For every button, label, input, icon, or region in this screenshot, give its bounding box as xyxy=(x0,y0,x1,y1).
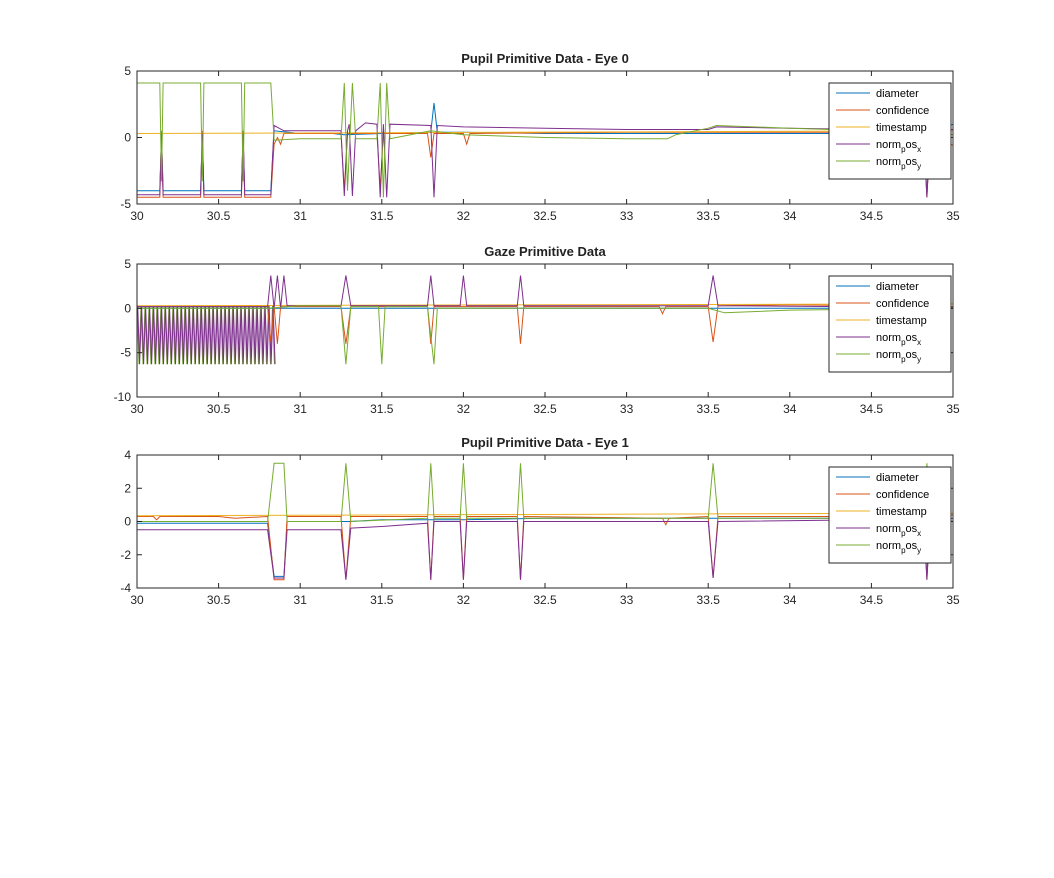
x-tick-label: 33.5 xyxy=(697,402,721,416)
chart-title: Pupil Primitive Data - Eye 0 xyxy=(461,51,629,66)
y-tick-label: -4 xyxy=(120,581,131,595)
chart-title: Pupil Primitive Data - Eye 1 xyxy=(461,435,629,450)
x-tick-label: 32 xyxy=(457,593,471,607)
series-line-norm-pos-x xyxy=(137,517,953,580)
x-tick-label: 33 xyxy=(620,402,634,416)
x-tick-label: 34 xyxy=(783,593,797,607)
legend-label-timestamp: timestamp xyxy=(876,506,927,518)
y-tick-label: -5 xyxy=(120,197,131,211)
series-line-norm-pos-y xyxy=(137,462,953,523)
legend-box xyxy=(828,82,952,180)
legend-label-diameter: diameter xyxy=(876,88,919,100)
x-tick-label: 33.5 xyxy=(697,209,721,223)
x-tick-label: 31.5 xyxy=(370,402,394,416)
x-tick-label: 31 xyxy=(294,402,308,416)
series-group xyxy=(137,275,953,365)
y-tick-label: -2 xyxy=(120,548,131,562)
y-tick-label: 0 xyxy=(124,131,131,145)
x-tick-label: 34.5 xyxy=(860,209,884,223)
legend-label-confidence: confidence xyxy=(876,105,929,117)
y-tick-label: 4 xyxy=(124,448,131,462)
x-tick-label: 33 xyxy=(620,593,634,607)
series-line-confidence xyxy=(137,304,953,344)
legend-label-norm-pos-x: normposx xyxy=(876,139,921,154)
legend-label-norm-pos-y: normposy xyxy=(876,540,921,555)
subplot-pupil-eye0: Pupil Primitive Data - Eye 0 30 30.5 31 31.… xyxy=(120,51,960,223)
x-tick-label: 32.5 xyxy=(533,402,557,416)
y-tick-label: 2 xyxy=(124,481,131,495)
series-line-norm-pos-y-oscillation xyxy=(137,305,275,365)
y-tick-label: -5 xyxy=(120,346,131,360)
subplot-pupil-eye1: Pupil Primitive Data - Eye 1 30 30.5 31 31.… xyxy=(120,435,960,607)
x-tick-label: 30 xyxy=(130,209,144,223)
y-tick-label: 0 xyxy=(124,301,131,315)
x-tick-label: 32 xyxy=(457,209,471,223)
legend: diameter confidence timestamp normposx normp… xyxy=(828,466,952,564)
subplot-gaze: Gaze Primitive Data 30 30.5 31 31.5 32 32.5 33… xyxy=(114,244,960,416)
x-tick-label: 30.5 xyxy=(207,209,231,223)
series-line-timestamp xyxy=(137,303,953,307)
legend: diameter confidence timestamp normposx normp… xyxy=(828,275,952,373)
y-tick-label: 0 xyxy=(124,515,131,529)
legend-label-timestamp: timestamp xyxy=(876,315,927,327)
x-tick-label: 34.5 xyxy=(860,402,884,416)
series-line-timestamp xyxy=(137,130,953,134)
series-line-norm-pos-x xyxy=(137,275,953,309)
series-line-timestamp xyxy=(137,512,953,517)
legend-label-norm-pos-x: normposx xyxy=(876,332,921,347)
x-tick-label: 33 xyxy=(620,209,634,223)
x-tick-label: 31.5 xyxy=(370,209,394,223)
x-tick-label: 30.5 xyxy=(207,402,231,416)
x-tick-label: 30 xyxy=(130,593,144,607)
x-tick-label: 31 xyxy=(294,593,308,607)
legend: diameter confidence timestamp normposx normp… xyxy=(828,82,952,180)
y-tick-label: 5 xyxy=(124,257,131,271)
y-tick-label: -10 xyxy=(114,390,132,404)
x-tick-label: 32 xyxy=(457,402,471,416)
x-tick-label: 34 xyxy=(783,402,797,416)
legend-label-norm-pos-x: normposx xyxy=(876,523,921,538)
x-tick-label: 30.5 xyxy=(207,593,231,607)
legend-label-confidence: confidence xyxy=(876,298,929,310)
legend-label-norm-pos-y: normposy xyxy=(876,349,921,364)
y-tick-label: 5 xyxy=(124,64,131,78)
x-tick-label: 33.5 xyxy=(697,593,721,607)
x-tick-label: 32.5 xyxy=(533,209,557,223)
x-tick-label: 35 xyxy=(946,593,960,607)
x-tick-label: 34.5 xyxy=(860,593,884,607)
legend-label-confidence: confidence xyxy=(876,489,929,501)
legend-label-norm-pos-y: normposy xyxy=(876,156,921,171)
x-tick-label: 31.5 xyxy=(370,593,394,607)
chart-title: Gaze Primitive Data xyxy=(484,244,606,259)
legend-box xyxy=(828,466,952,564)
legend-box xyxy=(828,275,952,373)
x-tick-label: 32.5 xyxy=(533,593,557,607)
series-line-norm-pos-x xyxy=(137,122,953,198)
x-tick-label: 35 xyxy=(946,402,960,416)
series-line-norm-pos-x-oscillation xyxy=(137,305,276,365)
x-tick-label: 31 xyxy=(294,209,308,223)
legend-label-diameter: diameter xyxy=(876,281,919,293)
series-group xyxy=(137,82,953,198)
legend-label-timestamp: timestamp xyxy=(876,122,927,134)
x-tick-label: 34 xyxy=(783,209,797,223)
series-line-norm-pos-y xyxy=(137,82,953,198)
legend-label-diameter: diameter xyxy=(876,472,919,484)
x-tick-label: 30 xyxy=(130,402,144,416)
series-line-norm-pos-y xyxy=(137,305,953,365)
x-tick-label: 35 xyxy=(946,209,960,223)
